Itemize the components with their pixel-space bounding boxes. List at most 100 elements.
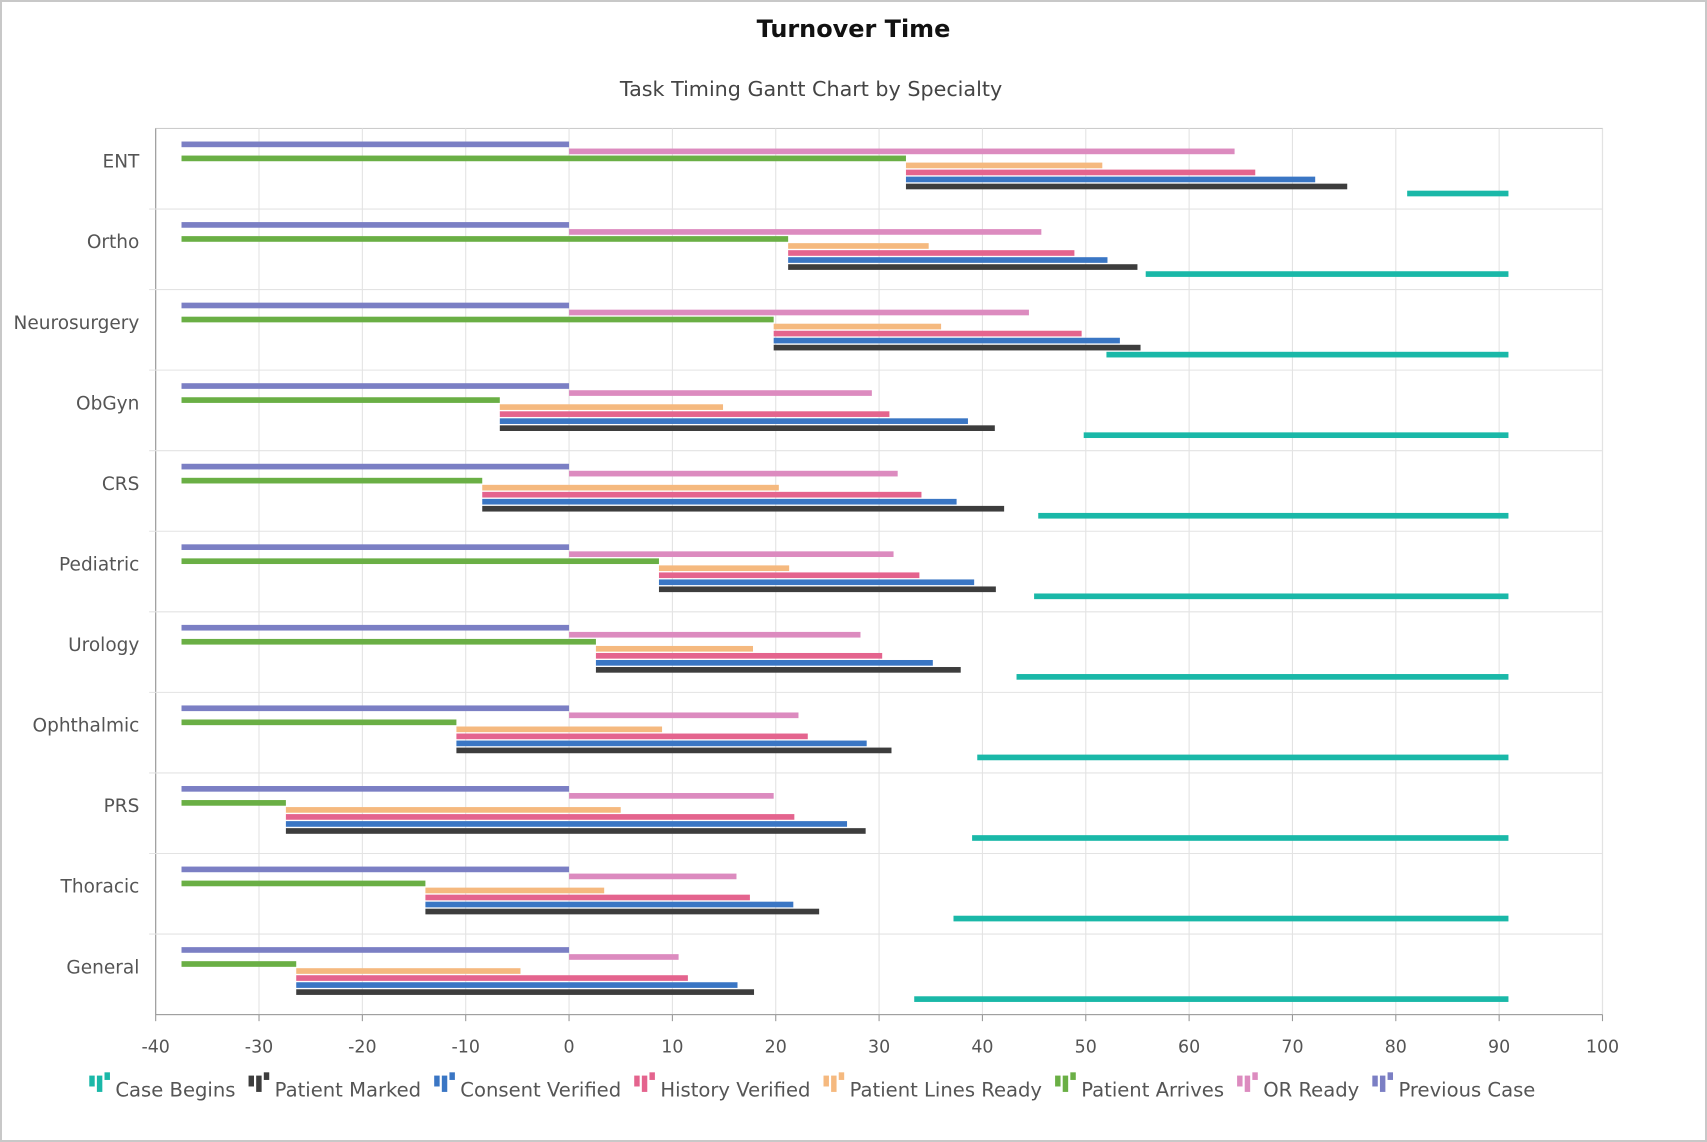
legend-bar-icon	[104, 1072, 110, 1080]
bar-previous-case	[181, 141, 570, 148]
y-category-label: Thoracic	[60, 877, 140, 898]
bar-patient-lines-ready	[905, 162, 1103, 169]
legend-bar-icon	[634, 1075, 640, 1087]
legend-bar-icon	[649, 1072, 655, 1080]
bar-case-begins	[953, 915, 1509, 922]
x-tick-label: -10	[451, 1038, 479, 1058]
x-tick-label: 60	[1178, 1038, 1200, 1058]
bar-history-verified	[658, 572, 920, 579]
bar-consent-verified	[456, 740, 867, 747]
x-tick-label: 10	[661, 1038, 683, 1058]
x-tick-label: 100	[1586, 1038, 1619, 1058]
legend-item[interactable]: History Verified	[634, 1072, 810, 1101]
bar-case-begins	[1407, 190, 1509, 197]
bar-consent-verified	[482, 498, 957, 505]
legend-item[interactable]: Consent Verified	[434, 1072, 621, 1101]
bar-previous-case	[181, 786, 570, 792]
bar-or-ready	[569, 712, 799, 719]
legend-bar-icon	[1252, 1072, 1258, 1080]
legend-item[interactable]: Patient Lines Ready	[823, 1072, 1043, 1101]
bar-previous-case	[181, 383, 570, 389]
bar-patient-lines-ready	[773, 323, 942, 330]
x-tick-label: 50	[1075, 1038, 1097, 1058]
bar-consent-verified	[905, 176, 1316, 183]
x-tick-label: 70	[1281, 1038, 1303, 1058]
chart-subtitle: Task Timing Gantt Chart by Specialty	[619, 77, 1002, 101]
legend-bar-icon	[823, 1075, 829, 1087]
bar-patient-marked	[285, 828, 866, 834]
bar-or-ready	[569, 954, 679, 960]
bar-history-verified	[296, 975, 688, 981]
bar-patient-arrives	[181, 800, 286, 806]
y-category-label: Ortho	[87, 232, 139, 253]
bar-history-verified	[773, 330, 1082, 337]
bar-history-verified	[905, 169, 1256, 176]
bar-previous-case	[181, 947, 570, 953]
bar-history-verified	[595, 652, 883, 659]
bar-previous-case	[181, 866, 570, 873]
bar-patient-marked	[499, 425, 995, 431]
chart-title: Turnover Time	[757, 15, 951, 43]
x-tick-label: 40	[971, 1038, 993, 1058]
bar-consent-verified	[499, 418, 968, 424]
legend-bar-icon	[1372, 1075, 1378, 1087]
bar-patient-arrives	[181, 719, 457, 726]
y-category-label: General	[66, 957, 139, 978]
bar-patient-lines-ready	[285, 807, 621, 813]
x-tick-label: 0	[564, 1038, 575, 1058]
bar-history-verified	[482, 491, 922, 498]
y-category-label: CRS	[102, 474, 140, 495]
bar-consent-verified	[773, 337, 1120, 344]
bar-history-verified	[285, 814, 795, 820]
bar-patient-marked	[456, 747, 892, 754]
bar-or-ready	[569, 873, 737, 880]
bar-patient-lines-ready	[788, 243, 929, 249]
bar-or-ready	[569, 470, 898, 477]
legend-item[interactable]: OR Ready	[1237, 1072, 1359, 1101]
legend-bar-icon	[96, 1075, 103, 1092]
bar-patient-marked	[425, 908, 820, 915]
legend-bar-icon	[831, 1075, 837, 1092]
legend-item[interactable]: Previous Case	[1372, 1072, 1535, 1101]
bar-or-ready	[569, 551, 894, 558]
x-tick-label: -30	[245, 1038, 273, 1058]
bar-patient-arrives	[181, 880, 426, 887]
legend-label: Consent Verified	[460, 1078, 621, 1101]
bar-patient-marked	[296, 989, 755, 995]
legend-item[interactable]: Case Begins	[89, 1072, 235, 1101]
bar-patient-arrives	[181, 397, 500, 403]
bar-patient-lines-ready	[425, 887, 605, 894]
bar-or-ready	[569, 309, 1029, 316]
bar-patient-marked	[482, 505, 1005, 512]
x-tick-label: -20	[348, 1038, 376, 1058]
bar-case-begins	[1038, 512, 1509, 519]
bar-consent-verified	[658, 579, 975, 586]
legend-item[interactable]: Patient Arrives	[1055, 1072, 1224, 1101]
legend-bar-icon	[248, 1075, 254, 1087]
bar-patient-lines-ready	[296, 968, 521, 974]
bar-patient-arrives	[181, 316, 774, 323]
bar-patient-arrives	[181, 638, 596, 645]
y-category-label: Pediatric	[59, 554, 139, 575]
bar-patient-arrives	[181, 961, 297, 967]
bar-history-verified	[499, 411, 890, 417]
x-tick-label: 20	[765, 1038, 787, 1058]
y-category-label: ENT	[103, 152, 141, 173]
bar-consent-verified	[788, 257, 1108, 263]
bar-patient-lines-ready	[595, 645, 754, 652]
legend-bar-icon	[1237, 1075, 1243, 1087]
legend-item[interactable]: Patient Marked	[248, 1072, 422, 1101]
x-tick-label: -40	[141, 1038, 169, 1058]
legend-label: Patient Marked	[275, 1078, 421, 1101]
bar-history-verified	[425, 894, 750, 901]
y-category-label: Neurosurgery	[14, 313, 140, 334]
legend-bar-icon	[1055, 1075, 1061, 1087]
bar-patient-arrives	[181, 236, 789, 242]
bar-patient-arrives	[181, 477, 483, 484]
bar-history-verified	[456, 733, 808, 740]
legend-bar-icon	[89, 1075, 95, 1087]
y-category-label: ObGyn	[76, 393, 139, 414]
legend-label: History Verified	[660, 1078, 810, 1101]
bar-or-ready	[569, 390, 872, 396]
bar-previous-case	[181, 222, 570, 228]
